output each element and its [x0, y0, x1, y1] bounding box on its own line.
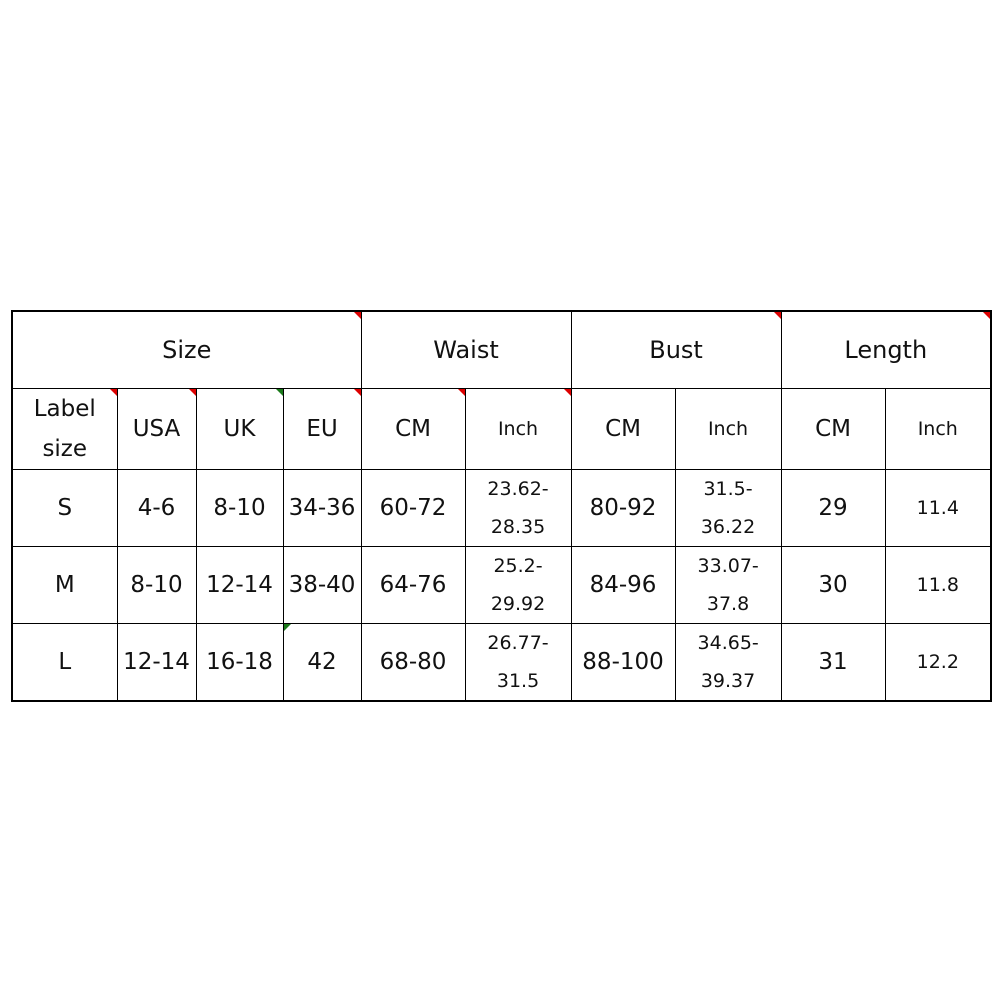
subheader-uk: UK	[195, 388, 284, 470]
cell-bust-inch: 34.65-39.37	[674, 623, 782, 702]
header-length: Length	[780, 310, 992, 389]
cell-waist-inch: 23.62-28.35	[464, 469, 572, 547]
subheader-row: Label size USA UK EU CM Inch CM Inch CM …	[11, 388, 992, 470]
cell-usa: 12-14	[116, 623, 197, 702]
cell-waist-cm: 60-72	[360, 469, 466, 547]
cell-uk: 12-14	[195, 546, 284, 624]
subheader-eu: EU	[282, 388, 362, 470]
cell-length-cm: 29	[780, 469, 886, 547]
header-waist: Waist	[360, 310, 572, 389]
cell-label: L	[11, 623, 118, 702]
table-row: S 4-6 8-10 34-36 60-72 23.62-28.35 80-92…	[11, 469, 992, 547]
subheader-bust-cm: CM	[570, 388, 676, 470]
subheader-length-cm: CM	[780, 388, 886, 470]
cell-eu: 38-40	[282, 546, 362, 624]
header-row: Size Waist Bust Length	[11, 310, 992, 389]
cell-waist-cm: 64-76	[360, 546, 466, 624]
cell-eu: 42	[282, 623, 362, 702]
size-chart-table: Size Waist Bust Length Label size USA UK…	[11, 310, 993, 702]
cell-length-inch: 11.8	[884, 546, 992, 624]
cell-usa: 8-10	[116, 546, 197, 624]
cell-waist-inch: 25.2-29.92	[464, 546, 572, 624]
header-bust: Bust	[570, 310, 782, 389]
cell-bust-cm: 88-100	[570, 623, 676, 702]
cell-label: S	[11, 469, 118, 547]
cell-eu: 34-36	[282, 469, 362, 547]
cell-bust-cm: 80-92	[570, 469, 676, 547]
cell-bust-inch: 33.07-37.8	[674, 546, 782, 624]
cell-bust-cm: 84-96	[570, 546, 676, 624]
cell-label: M	[11, 546, 118, 624]
subheader-bust-inch: Inch	[674, 388, 782, 470]
cell-usa: 4-6	[116, 469, 197, 547]
cell-bust-inch: 31.5-36.22	[674, 469, 782, 547]
subheader-usa: USA	[116, 388, 197, 470]
subheader-length-inch: Inch	[884, 388, 992, 470]
subheader-waist-inch: Inch	[464, 388, 572, 470]
cell-uk: 8-10	[195, 469, 284, 547]
table-row: L 12-14 16-18 42 68-80 26.77-31.5 88-100…	[11, 623, 992, 702]
subheader-waist-cm: CM	[360, 388, 466, 470]
cell-waist-inch: 26.77-31.5	[464, 623, 572, 702]
cell-waist-cm: 68-80	[360, 623, 466, 702]
subheader-label-size: Label size	[11, 388, 118, 470]
cell-length-inch: 12.2	[884, 623, 992, 702]
cell-length-cm: 30	[780, 546, 886, 624]
cell-length-cm: 31	[780, 623, 886, 702]
header-size: Size	[11, 310, 362, 389]
table-row: M 8-10 12-14 38-40 64-76 25.2-29.92 84-9…	[11, 546, 992, 624]
cell-length-inch: 11.4	[884, 469, 992, 547]
cell-uk: 16-18	[195, 623, 284, 702]
